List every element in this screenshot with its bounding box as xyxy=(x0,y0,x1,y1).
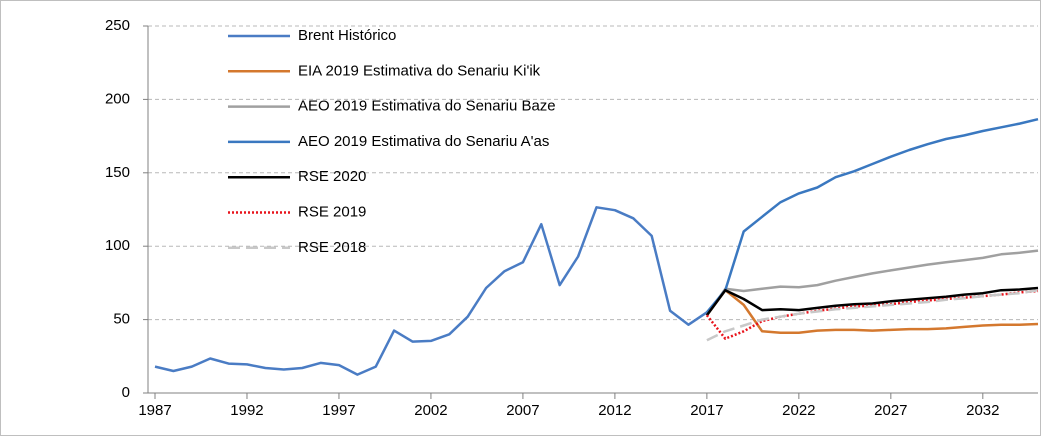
y-tick-label: 50 xyxy=(113,311,130,328)
legend-label: RSE 2019 xyxy=(298,203,366,220)
x-tick-label: 1997 xyxy=(322,402,355,419)
legend-label: Brent Histórico xyxy=(298,27,396,44)
x-tick-label: 2012 xyxy=(598,402,631,419)
y-tick-label: 150 xyxy=(105,164,130,181)
series-line xyxy=(705,288,1039,335)
y-tick-label: 100 xyxy=(105,237,130,254)
y-tick-label: 0 xyxy=(122,384,130,401)
x-tick-label: 2027 xyxy=(874,402,907,419)
x-tick-label: 2007 xyxy=(506,402,539,419)
y-tick-label: 200 xyxy=(105,90,130,107)
x-tick-label: 2017 xyxy=(690,402,723,419)
x-tick-label: 2022 xyxy=(782,402,815,419)
legend-label: AEO 2019 Estimativa do Senariu Baze xyxy=(298,98,556,115)
series-line xyxy=(705,117,1039,314)
y-tick-label: 250 xyxy=(105,17,130,34)
legend-label: RSE 2020 xyxy=(298,168,366,185)
series-line xyxy=(154,206,708,376)
series-line xyxy=(706,288,1039,342)
x-tick-label: 1987 xyxy=(138,402,171,419)
x-tick-label: 1992 xyxy=(230,402,263,419)
legend-label: EIA 2019 Estimativa do Senariu Ki'ik xyxy=(298,62,541,79)
legend-label: AEO 2019 Estimativa do Senariu A'as xyxy=(298,133,549,150)
x-tick-label: 2032 xyxy=(966,402,999,419)
legend-label: RSE 2018 xyxy=(298,239,366,256)
series-line xyxy=(705,249,1039,316)
x-tick-label: 2002 xyxy=(414,402,447,419)
series-line xyxy=(705,286,1039,316)
